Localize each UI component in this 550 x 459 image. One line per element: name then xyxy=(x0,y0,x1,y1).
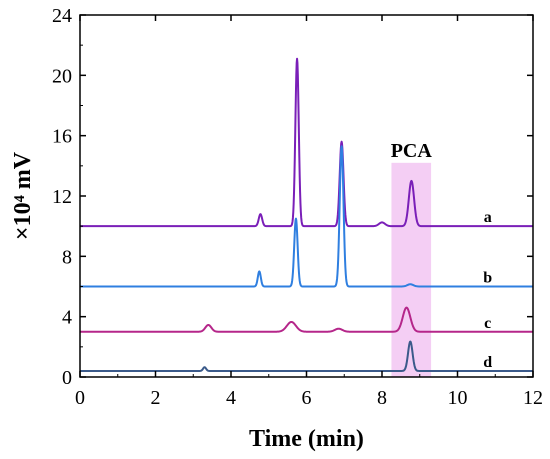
x-tick-label: 6 xyxy=(302,387,312,409)
y-tick-label: 4 xyxy=(62,307,72,329)
series-layer: a b c d xyxy=(79,57,534,372)
x-tick-label: 4 xyxy=(226,387,236,409)
series-line-b xyxy=(79,145,534,288)
y-tick-label: 20 xyxy=(52,65,72,87)
plot-frame xyxy=(79,14,534,378)
series-label-c: c xyxy=(484,315,491,332)
x-tick-label: 12 xyxy=(523,387,543,409)
series-label-d: d xyxy=(483,354,492,371)
x-tick-label: 0 xyxy=(75,387,85,409)
series-line-a xyxy=(79,57,534,228)
y-tick-label: 0 xyxy=(62,367,72,389)
series-line-d xyxy=(79,340,534,372)
pca-region-label: PCA xyxy=(391,140,433,162)
y-tick-label: 24 xyxy=(52,5,72,27)
y-tick-label: 16 xyxy=(52,126,72,148)
y-axis-title: ×10⁴ mV xyxy=(10,151,36,240)
series-label-a: a xyxy=(484,209,492,226)
x-tick-label: 8 xyxy=(377,387,387,409)
series-line-c xyxy=(79,306,534,333)
y-tick-label: 8 xyxy=(62,246,72,268)
x-tick-label: 10 xyxy=(448,387,468,409)
x-tick-label: 2 xyxy=(151,387,161,409)
y-tick-label: 12 xyxy=(52,186,72,208)
x-axis-title: Time (min) xyxy=(249,426,364,452)
series-label-b: b xyxy=(483,270,492,287)
